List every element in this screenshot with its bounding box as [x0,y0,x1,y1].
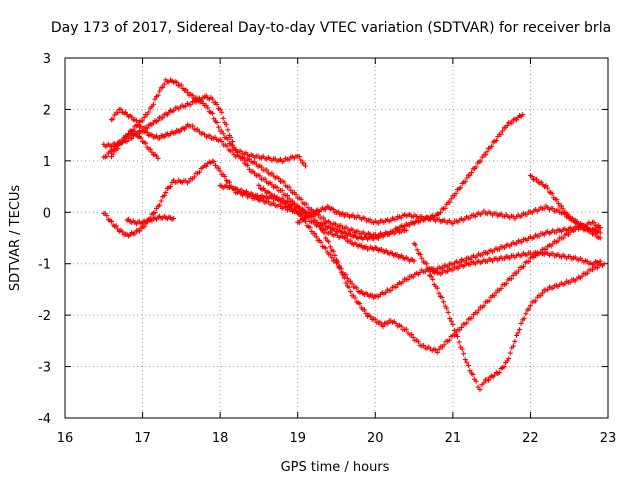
series-track-13 [527,173,603,233]
data-points-track-1 [101,77,308,169]
series-track-6 [124,213,177,227]
series-track-3 [109,106,409,239]
series-track-12 [411,241,603,277]
x-tick-label: 19 [289,431,306,446]
y-tick-label: 0 [43,206,51,221]
series-track-11 [427,261,607,393]
data-points-track-4 [109,128,161,161]
chart-title: Day 173 of 2017, Sidereal Day-to-day VTE… [51,20,611,36]
y-tick-label: -4 [38,412,51,427]
x-tick-label: 23 [600,431,617,446]
y-tick-label: 3 [43,52,51,67]
series-track-5 [101,158,417,264]
series-track-4 [109,128,161,161]
x-axis-label: GPS time / hours [281,460,390,475]
plot-frame [64,57,609,419]
data-points-track-11 [427,261,607,393]
data-points-track-8 [256,182,603,301]
data-points-track-13 [527,173,603,233]
data-points-track-12 [411,241,603,277]
y-tick-label: 1 [43,155,51,170]
x-tick-label: 17 [134,431,151,446]
x-tick-label: 21 [445,431,462,446]
y-tick-label: 2 [43,103,51,118]
x-tick-label: 18 [212,431,229,446]
series-track-8 [256,182,603,301]
data-points-track-6 [124,213,177,227]
x-tick-label: 22 [522,431,539,446]
y-tick-label: -1 [38,258,51,273]
x-tick-label: 16 [57,431,74,446]
data-points-track-5 [101,158,417,264]
data-points-track-3 [109,106,409,239]
y-tick-label: -2 [38,309,51,324]
series-track-9 [295,203,603,241]
y-axis-label: SDTVAR / TECUs [8,185,23,292]
data-points-track-10 [318,112,526,242]
y-tick-label: -3 [38,361,51,376]
data-series [101,77,607,393]
series-track-10 [318,112,526,242]
series-track-1 [101,77,308,169]
x-tick-label: 20 [367,431,384,446]
data-points-track-9 [295,203,603,241]
